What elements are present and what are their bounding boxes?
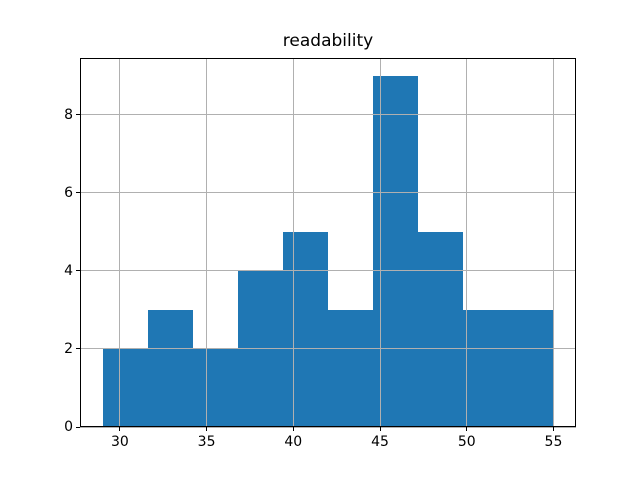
gridline-horizontal xyxy=(80,426,576,428)
y-tick-label: 2 xyxy=(64,340,73,357)
gridline-horizontal xyxy=(80,270,576,272)
chart-title: readability xyxy=(282,31,374,51)
gridline-vertical xyxy=(119,58,121,427)
y-tick-mark xyxy=(76,270,80,272)
y-tick-mark xyxy=(76,348,80,350)
gridline-vertical xyxy=(206,58,208,427)
x-tick-label: 35 xyxy=(197,434,216,450)
y-tick-label: 8 xyxy=(64,106,73,123)
x-tick-mark xyxy=(379,427,381,431)
x-tick-mark xyxy=(466,427,468,431)
y-tick-mark xyxy=(76,192,80,194)
y-tick-mark xyxy=(76,114,80,116)
x-tick-label: 55 xyxy=(544,434,563,450)
gridline-vertical xyxy=(379,58,381,427)
x-tick-mark xyxy=(119,427,121,431)
y-tick-mark xyxy=(76,426,80,428)
y-tick-label: 0 xyxy=(64,419,73,435)
histogram-bar xyxy=(192,348,238,427)
gridline-horizontal xyxy=(80,192,576,194)
x-tick-label: 50 xyxy=(457,434,476,450)
gridline-vertical xyxy=(552,58,554,427)
x-tick-label: 40 xyxy=(284,434,303,450)
histogram-bar xyxy=(508,309,554,427)
histogram-bar xyxy=(418,231,464,427)
x-tick-label: 30 xyxy=(110,434,129,450)
x-tick-label: 45 xyxy=(371,434,389,450)
histogram-bar xyxy=(147,309,193,427)
histogram-bar xyxy=(463,309,509,427)
gridline-horizontal xyxy=(80,114,576,116)
x-tick-mark xyxy=(552,427,554,431)
gridline-horizontal xyxy=(80,348,576,350)
y-tick-label: 4 xyxy=(64,262,73,279)
x-tick-mark xyxy=(206,427,208,431)
x-tick-mark xyxy=(292,427,294,431)
plot-area xyxy=(80,58,576,428)
gridline-vertical xyxy=(466,58,468,427)
histogram-bar xyxy=(102,348,148,427)
gridline-vertical xyxy=(292,58,294,427)
y-tick-label: 6 xyxy=(64,184,73,201)
histogram-bar xyxy=(373,75,419,427)
histogram-bar xyxy=(282,231,328,427)
histogram-bar xyxy=(328,309,374,427)
